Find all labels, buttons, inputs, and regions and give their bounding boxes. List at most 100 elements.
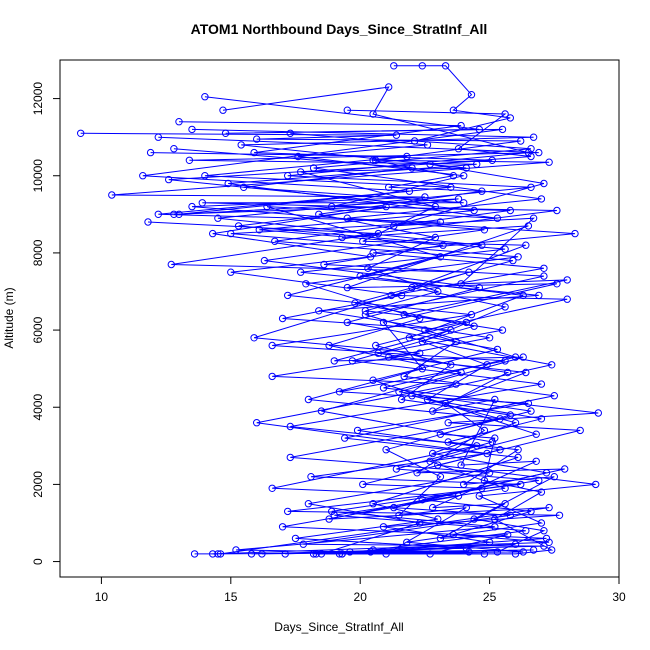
series-11: [188, 125, 558, 558]
data-point: [514, 453, 522, 462]
data-point: [506, 206, 514, 215]
data-point: [369, 500, 377, 508]
data-point: [467, 310, 476, 319]
data-point: [467, 91, 476, 99]
data-point: [449, 106, 458, 114]
data-point: [297, 168, 305, 176]
data-point: [460, 480, 468, 489]
data-point: [271, 237, 279, 246]
data-point: [188, 202, 196, 211]
data-point: [335, 388, 344, 396]
series-line: [217, 86, 552, 555]
data-point: [524, 399, 533, 408]
data-point: [550, 473, 558, 481]
data-point: [216, 550, 225, 558]
data-point: [501, 303, 509, 311]
data-point: [444, 438, 452, 446]
data-point: [537, 415, 546, 423]
data-point: [214, 214, 222, 222]
data-point: [548, 361, 556, 369]
data-point: [154, 133, 163, 141]
data-point: [431, 202, 439, 211]
data-point: [493, 214, 502, 222]
data-point: [144, 218, 152, 226]
data-point: [385, 183, 393, 192]
data-point: [374, 349, 382, 357]
data-point: [454, 195, 463, 203]
data-point: [514, 253, 522, 261]
data-point: [548, 546, 556, 554]
data-point: [434, 287, 442, 296]
data-point: [170, 145, 178, 153]
data-point: [514, 446, 522, 454]
y-tick-label: 10000: [31, 159, 45, 193]
data-point: [260, 256, 269, 265]
data-point: [190, 550, 199, 558]
data-point: [493, 345, 502, 354]
data-point: [278, 314, 287, 323]
data-point: [426, 160, 434, 168]
data-point: [511, 419, 520, 427]
data-point: [361, 307, 370, 315]
data-point: [359, 480, 367, 489]
data-point: [320, 260, 328, 269]
data-point: [527, 183, 535, 192]
data-point: [506, 411, 514, 419]
series-line: [147, 221, 560, 553]
data-point: [449, 172, 458, 180]
series-line: [347, 109, 568, 555]
data-point: [519, 353, 527, 361]
data-point: [330, 357, 338, 365]
data-point: [154, 210, 163, 219]
data-point: [385, 83, 393, 91]
data-point: [480, 426, 489, 435]
y-tick-label: 6000: [31, 316, 45, 343]
y-tick-label: 8000: [31, 239, 45, 266]
data-point: [563, 295, 571, 303]
data-point: [457, 121, 465, 130]
data-point: [268, 372, 276, 381]
data-point: [532, 457, 540, 465]
data-point: [436, 253, 445, 261]
series-layer: [77, 62, 602, 558]
data-point: [209, 229, 217, 238]
data-point: [436, 534, 445, 543]
data-point: [284, 507, 292, 516]
data-point: [545, 538, 553, 546]
data-point: [227, 268, 235, 276]
data-point: [165, 175, 173, 184]
data-point: [325, 515, 333, 523]
data-point: [429, 407, 437, 415]
data-point: [413, 469, 421, 477]
data-point: [527, 407, 535, 415]
data-point: [146, 148, 155, 157]
data-point: [366, 253, 375, 261]
data-point: [297, 268, 305, 276]
data-point: [338, 233, 346, 242]
data-point: [315, 210, 323, 219]
data-point: [284, 291, 292, 300]
x-axis-label: Days_Since_StratInf_All: [274, 620, 403, 634]
data-point: [488, 156, 496, 165]
data-point: [397, 291, 406, 300]
data-point: [501, 245, 509, 253]
data-point: [434, 515, 442, 523]
data-point: [563, 276, 571, 284]
data-point: [286, 453, 294, 462]
data-point: [374, 229, 382, 238]
data-point: [304, 500, 313, 508]
data-point: [418, 365, 426, 373]
data-point: [571, 229, 579, 238]
data-point: [529, 133, 538, 141]
x-tick-label: 20: [354, 590, 368, 604]
data-point: [478, 187, 486, 195]
data-point: [522, 241, 530, 249]
data-point: [209, 550, 217, 558]
data-point: [429, 449, 437, 458]
data-point: [504, 368, 512, 377]
data-point: [537, 519, 546, 527]
data-point: [540, 527, 548, 535]
data-point: [188, 125, 196, 134]
data-point: [392, 131, 401, 139]
data-point: [452, 380, 460, 388]
